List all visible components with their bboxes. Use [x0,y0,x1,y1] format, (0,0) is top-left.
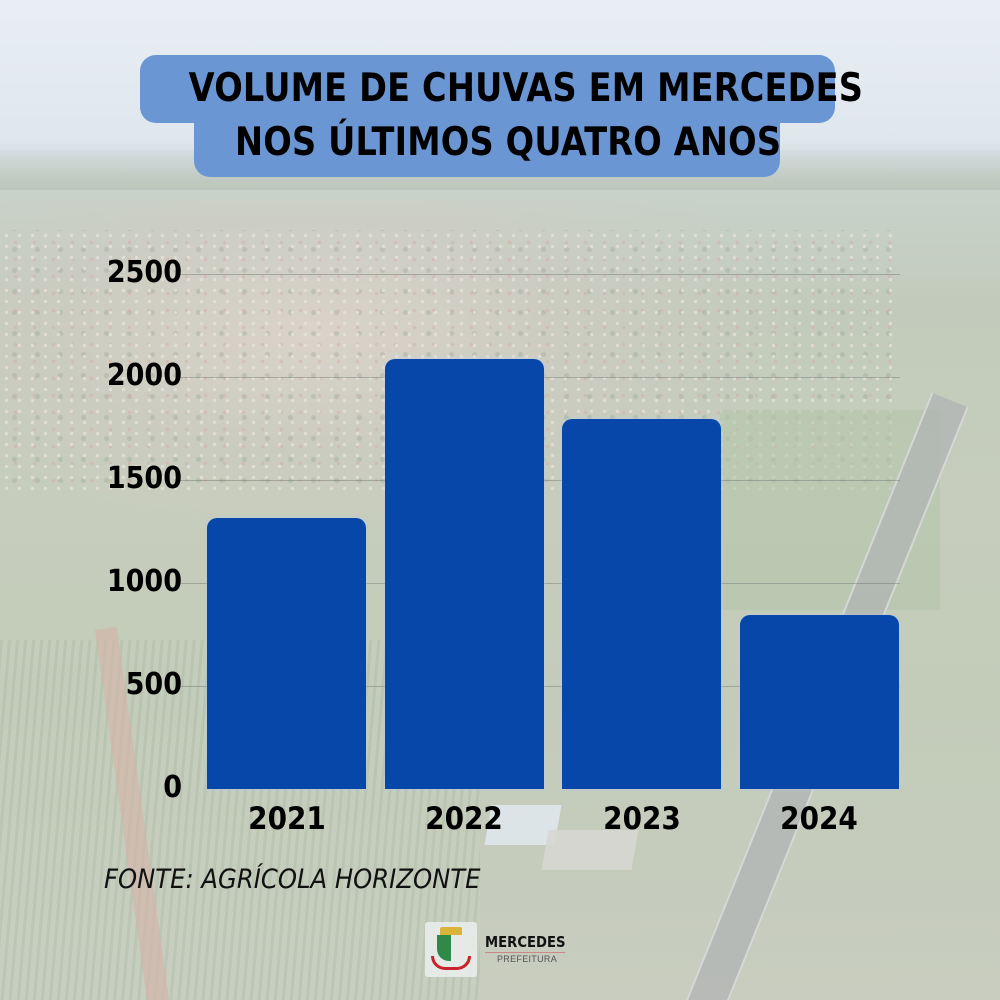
x-axis-label-2021: 2021 [248,801,326,837]
source-note: FONTE: AGRÍCOLA HORIZONTE [104,864,481,895]
bar-2022 [385,359,544,789]
prefeitura-logo: MERCEDES PREFEITURA [425,922,580,977]
y-axis-tick-label: 1500 [106,461,182,496]
x-axis-label-2023: 2023 [603,801,681,837]
chart-title: VOLUME DE CHUVAS EM MERCEDES NOS ÚLTIMOS… [140,55,863,177]
logo-subtitle: PREFEITURA [497,954,558,964]
y-axis-tick-label: 500 [125,667,182,702]
x-axis-label-2022: 2022 [425,801,503,837]
y-axis-tick-label: 2000 [106,358,182,393]
y-axis-tick-label: 2500 [106,255,182,290]
y-axis-tick-label: 0 [163,770,182,805]
bar-2024 [740,615,899,789]
coat-of-arms-icon [425,922,477,977]
bar-2023 [562,419,721,789]
y-axis-tick-label: 1000 [106,564,182,599]
title-line-2: NOS ÚLTIMOS QUATRO ANOS [194,110,781,177]
gridline [180,274,900,275]
x-axis-label-2024: 2024 [780,801,858,837]
logo-name: MERCEDES [485,933,566,953]
bar-2021 [207,518,366,789]
